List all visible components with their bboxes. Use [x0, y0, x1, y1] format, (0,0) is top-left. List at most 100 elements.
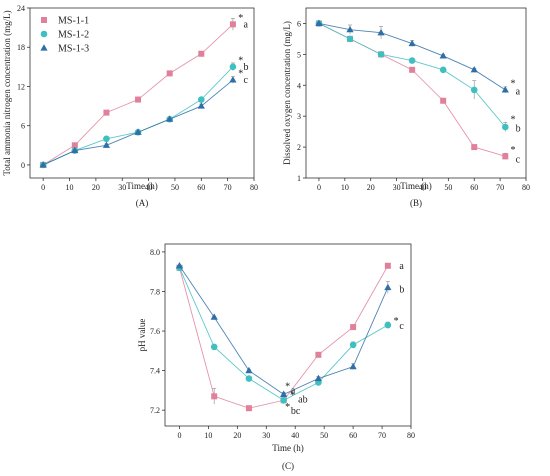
series-ms-1-3	[315, 19, 509, 93]
data-point	[135, 96, 142, 103]
data-point	[229, 76, 237, 83]
significance-letter: bc	[291, 406, 301, 417]
legend-marker	[40, 30, 48, 38]
data-point	[346, 35, 354, 43]
significance-star: *	[394, 316, 399, 327]
x-tick-label: 60	[470, 183, 478, 192]
x-tick-label: 40	[418, 183, 426, 192]
significance-letter: c	[243, 75, 248, 86]
x-tick-label: 50	[444, 183, 452, 192]
y-tick-label: 7.4	[150, 367, 160, 376]
legend-label: MS-1-1	[58, 16, 89, 27]
series-ms-1-1	[40, 18, 236, 168]
series-line	[179, 265, 389, 409]
data-point	[501, 86, 509, 93]
x-tick-label: 80	[407, 431, 415, 440]
data-point	[39, 161, 47, 168]
y-axis-label: Dissolved oxygen concentration (mg/L)	[282, 21, 292, 165]
legend: MS-1-1 MS-1-2 MS-1-3	[40, 16, 89, 55]
plot-frame	[305, 7, 527, 179]
data-point	[470, 86, 478, 94]
legend-item-ms-1-2: MS-1-2	[40, 30, 89, 41]
data-point	[197, 96, 205, 103]
y-tick-label: 4	[297, 81, 301, 90]
legend-label: MS-1-3	[58, 44, 89, 55]
series-ms-1-2	[39, 62, 237, 169]
significance-star: *	[510, 79, 515, 90]
significance-letter: b	[243, 62, 248, 73]
x-tick-label: 0	[317, 183, 321, 192]
data-point	[103, 135, 110, 143]
series-line	[179, 265, 389, 395]
data-point	[245, 375, 253, 382]
data-point	[350, 324, 357, 331]
significance-letter: a	[291, 385, 296, 396]
data-point	[408, 39, 416, 47]
chart-panel-2: 0 10 20 30 40 50 60 70 80 1 2 3 4 5 6 Time (h) Dissolved…	[282, 7, 530, 208]
data-point	[166, 70, 173, 77]
data-point	[409, 66, 416, 73]
series-line	[42, 79, 234, 166]
significance-star: *	[238, 68, 243, 79]
plot-frame	[164, 243, 412, 427]
data-point	[315, 351, 322, 358]
y-tick-label: 1	[297, 174, 301, 183]
chart-panel-3: 0 10 20 30 40 50 60 70 80 7.2 7.4 7.6 7.8 8.0 Time (h)…	[137, 243, 415, 471]
legend-marker	[40, 44, 48, 51]
x-tick-label: 60	[197, 183, 205, 192]
significance-star: *	[510, 145, 515, 156]
data-point	[314, 374, 322, 382]
data-point	[103, 109, 110, 116]
data-point	[440, 97, 447, 104]
data-point	[71, 146, 79, 154]
plot-frame	[29, 7, 255, 179]
data-point	[408, 57, 416, 64]
x-tick-label: 30	[262, 431, 270, 440]
data-point	[502, 153, 509, 160]
data-point	[197, 102, 205, 109]
significance-star: *	[290, 390, 295, 401]
significance-star: *	[285, 381, 290, 392]
y-tick-label: 0	[21, 161, 25, 170]
data-point	[470, 66, 478, 73]
panel-label: (C)	[282, 461, 294, 471]
data-point	[349, 362, 357, 370]
x-tick-label: 0	[177, 431, 181, 440]
x-tick-label: 50	[171, 183, 179, 192]
significance-letter: ab	[298, 394, 307, 405]
y-tick-label: 7.6	[150, 327, 160, 336]
data-point	[377, 51, 385, 58]
data-point	[245, 405, 252, 412]
data-point	[280, 396, 287, 404]
panel-label: (A)	[136, 198, 149, 208]
significance-letter: a	[243, 19, 248, 30]
x-tick-label: 80	[250, 183, 258, 192]
x-tick-label: 40	[291, 431, 299, 440]
x-tick-label: 70	[378, 431, 386, 440]
data-point	[210, 343, 218, 351]
legend-label: MS-1-2	[58, 30, 89, 41]
data-point	[501, 123, 509, 131]
y-tick-label: 6	[297, 19, 301, 28]
x-tick-label: 10	[341, 183, 349, 192]
x-tick-label: 70	[496, 183, 504, 192]
series-ms-1-3	[175, 261, 392, 397]
legend-item-ms-1-1: MS-1-1	[41, 16, 89, 27]
significance-star: *	[285, 402, 290, 413]
y-tick-label: 7.8	[150, 287, 160, 296]
y-tick-label: 18	[17, 43, 25, 52]
x-tick-label: 20	[92, 183, 100, 192]
x-tick-label: 0	[41, 183, 45, 192]
x-axis-label: Time (h)	[400, 181, 431, 191]
y-tick-label: 12	[17, 82, 25, 91]
x-axis-label: Time (h)	[126, 181, 157, 191]
chart-panel-1: 0 10 20 30 40 50 60 70 80 0 6 12 18 24 Time (h) Total a…	[2, 4, 258, 208]
significance-letter: b	[516, 124, 521, 135]
data-point	[198, 50, 205, 57]
significance-star: *	[510, 114, 515, 125]
data-point	[175, 261, 184, 269]
significance-star: *	[238, 13, 243, 24]
significance-letter: b	[399, 285, 404, 296]
significance-star: *	[238, 55, 243, 66]
